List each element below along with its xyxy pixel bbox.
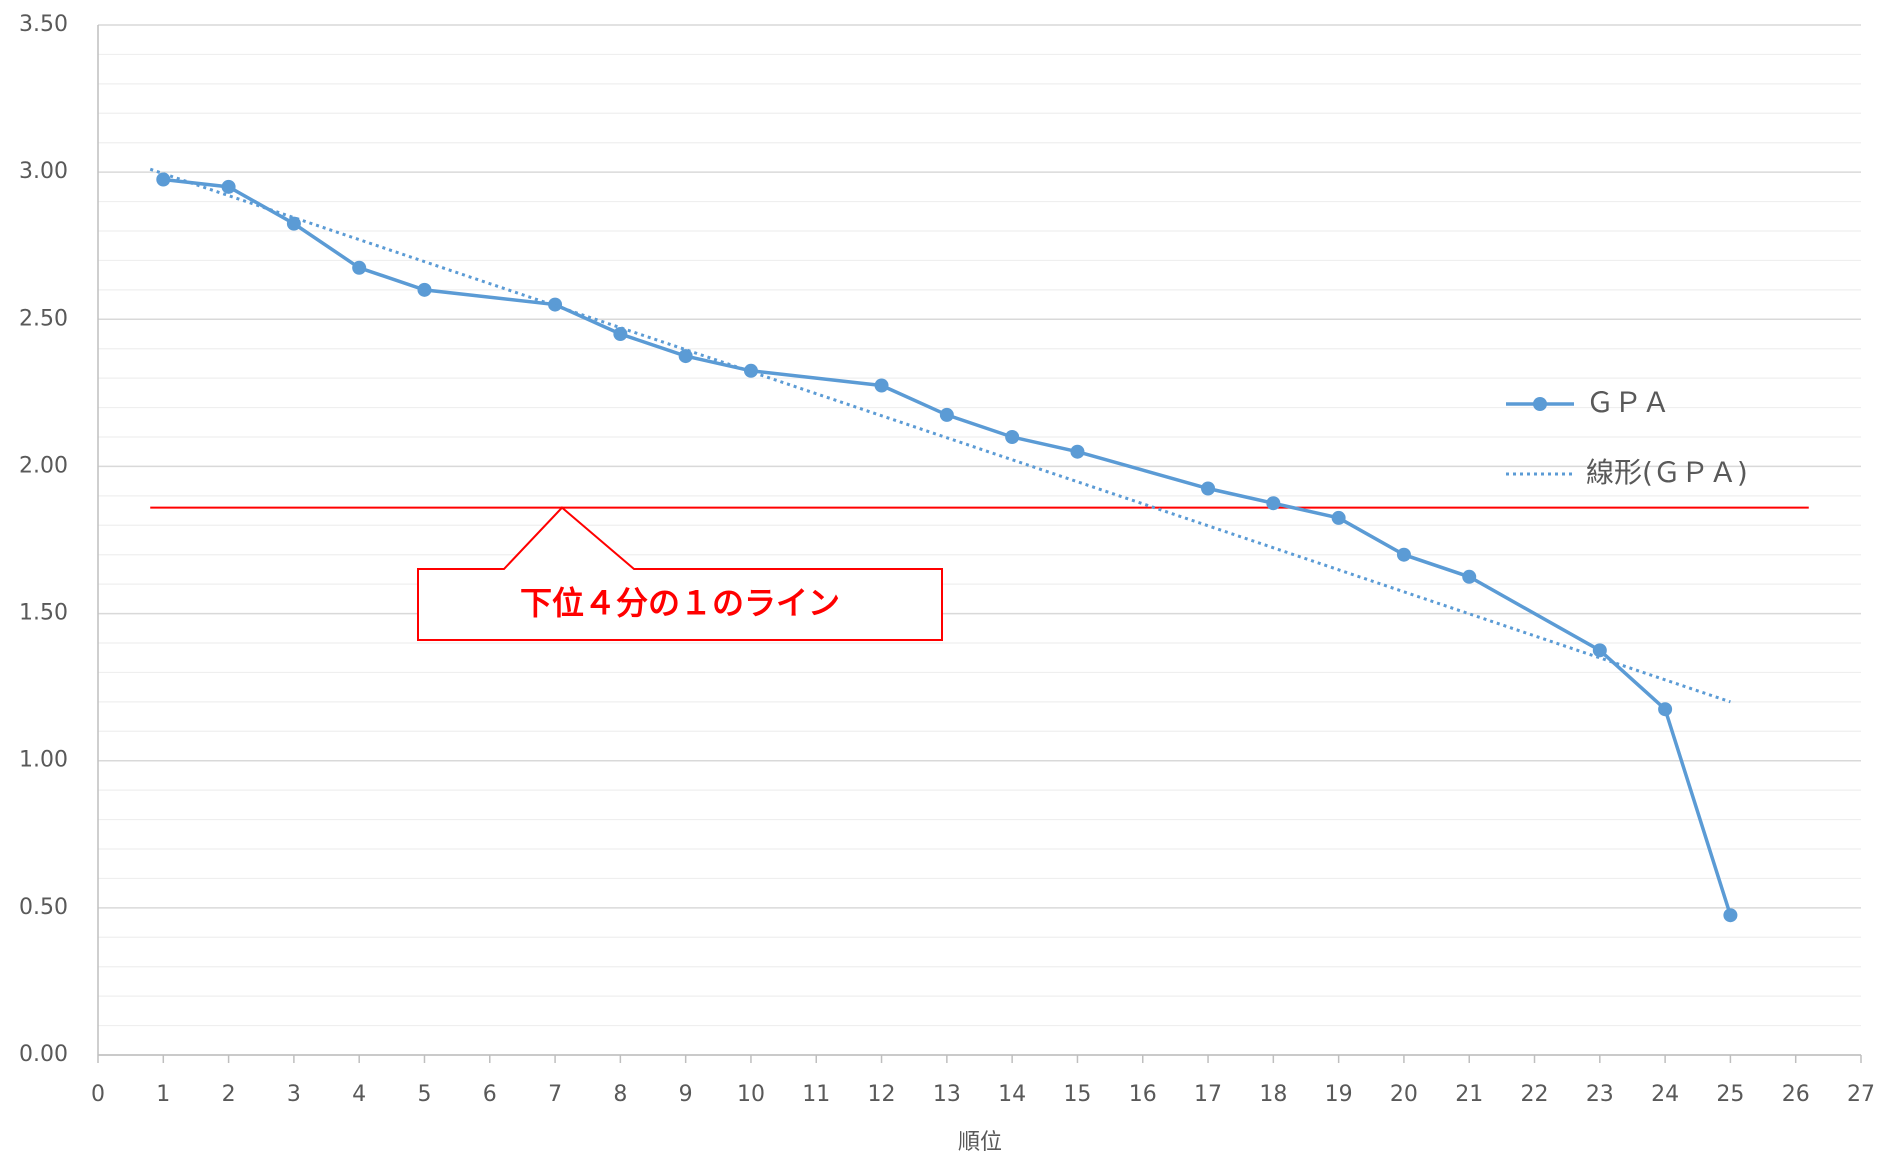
x-tick-label: 5 [417,1082,431,1107]
x-tick-label: 2 [222,1082,236,1107]
y-tick-label: 2.50 [19,306,68,331]
data-point [874,378,889,393]
x-tick-label: 19 [1325,1082,1353,1107]
data-point [1396,547,1411,562]
x-tick-label: 7 [548,1082,562,1107]
data-point [352,260,367,275]
legend-label: 線形(ＧＰＡ) [1586,456,1748,489]
x-tick-label: 10 [737,1082,765,1107]
y-tick-label: 3.50 [19,12,68,37]
major-grid [98,24,1861,1056]
y-tick-label: 1.00 [19,748,68,773]
callout-box [417,506,943,641]
y-tick-label: 0.50 [19,895,68,920]
data-point [548,297,563,312]
data-point [1201,481,1216,496]
x-tick-label: 13 [933,1082,961,1107]
x-tick-label: 23 [1586,1082,1614,1107]
data-point [939,407,954,422]
data-point [1592,643,1607,658]
x-tick-label: 21 [1455,1082,1483,1107]
x-axis-label: 順位 [958,1130,1002,1155]
x-tick-label: 24 [1651,1082,1679,1107]
x-tick-label: 8 [613,1082,627,1107]
data-point [221,179,236,194]
x-tick-label: 27 [1847,1082,1875,1107]
legend-label: ＧＰＡ [1586,386,1670,419]
x-tick-label: 4 [352,1082,366,1107]
x-tick-label: 15 [1063,1082,1091,1107]
data-point [1070,444,1085,459]
x-tick-label: 18 [1259,1082,1287,1107]
x-tick-label: 11 [802,1082,830,1107]
y-tick-label: 0.00 [19,1042,68,1067]
data-point [1005,430,1020,444]
y-tick-label: 2.00 [19,453,68,478]
x-tick-label: 14 [998,1082,1026,1107]
data-point [1331,510,1346,525]
x-tick-label: 6 [483,1082,497,1107]
minor-grid [98,53,1861,1027]
y-tick-label: 1.50 [19,601,68,626]
data-point [156,172,171,187]
x-tick-label: 17 [1194,1082,1222,1107]
x-tick-label: 3 [287,1082,301,1107]
x-tick-label: 25 [1716,1082,1744,1107]
x-tick-label: 12 [868,1082,896,1107]
x-tick-label: 26 [1782,1082,1810,1107]
data-point [743,363,758,378]
legend-marker [1533,397,1547,411]
data-point [1723,908,1738,923]
y-tick-label: 3.00 [19,159,68,184]
data-point [417,282,432,297]
data-point [1462,569,1477,584]
x-tick-label: 22 [1521,1082,1549,1107]
trend-line [149,167,1731,704]
x-tick-label: 20 [1390,1082,1418,1107]
data-point [613,327,628,341]
data-point [1658,702,1673,717]
data-point [1266,496,1281,511]
x-tick-label: 0 [91,1082,105,1107]
callout-label: 下位４分の１のライン [520,584,840,622]
x-tick-label: 9 [679,1082,693,1107]
x-tick-label: 16 [1129,1082,1157,1107]
data-point [678,349,693,364]
x-tick-label: 1 [156,1082,170,1107]
